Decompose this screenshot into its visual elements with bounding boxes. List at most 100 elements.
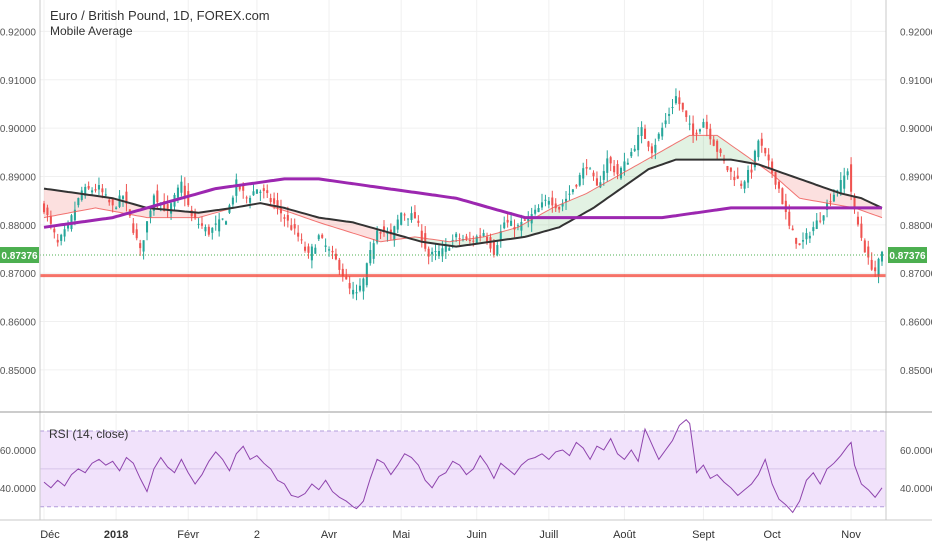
candle-body[interactable] xyxy=(836,190,839,192)
candle-body[interactable] xyxy=(537,207,540,213)
candle-body[interactable] xyxy=(283,217,286,219)
candle-body[interactable] xyxy=(510,220,513,226)
candle-body[interactable] xyxy=(860,223,863,238)
candle-body[interactable] xyxy=(279,208,283,214)
candle-body[interactable] xyxy=(431,251,434,255)
candle-body[interactable] xyxy=(702,122,705,128)
candle-body[interactable] xyxy=(255,189,258,194)
candle-body[interactable] xyxy=(832,194,835,202)
candle-body[interactable] xyxy=(135,229,138,239)
candle-body[interactable] xyxy=(609,157,612,164)
candle-body[interactable] xyxy=(183,185,186,198)
candle-body[interactable] xyxy=(187,191,190,206)
candle-body[interactable] xyxy=(568,193,571,195)
candles-layer[interactable] xyxy=(42,88,884,301)
candle-body[interactable] xyxy=(661,127,664,137)
candle-body[interactable] xyxy=(273,198,276,204)
candle-body[interactable] xyxy=(376,230,379,243)
candle-body[interactable] xyxy=(554,203,557,209)
candle-body[interactable] xyxy=(207,226,210,235)
candle-body[interactable] xyxy=(290,225,293,230)
candle-body[interactable] xyxy=(637,134,640,151)
candle-body[interactable] xyxy=(757,140,760,158)
candle-body[interactable] xyxy=(97,185,100,190)
candle-body[interactable] xyxy=(231,197,234,205)
candle-body[interactable] xyxy=(616,164,619,175)
candle-body[interactable] xyxy=(94,189,97,191)
candle-body[interactable] xyxy=(692,123,695,135)
candle-body[interactable] xyxy=(407,218,410,220)
candle-body[interactable] xyxy=(492,241,495,255)
candle-body[interactable] xyxy=(595,178,598,186)
candle-body[interactable] xyxy=(877,258,880,276)
candle-body[interactable] xyxy=(850,164,853,192)
candle-body[interactable] xyxy=(760,138,763,146)
candle-body[interactable] xyxy=(575,184,578,187)
candle-body[interactable] xyxy=(640,127,643,137)
candle-body[interactable] xyxy=(578,175,581,186)
candle-body[interactable] xyxy=(475,236,478,243)
candle-body[interactable] xyxy=(214,223,217,225)
candle-body[interactable] xyxy=(252,191,255,196)
candle-body[interactable] xyxy=(489,237,492,249)
candle-body[interactable] xyxy=(681,102,684,110)
candle-body[interactable] xyxy=(369,250,372,264)
candle-body[interactable] xyxy=(194,212,197,219)
candle-body[interactable] xyxy=(499,231,502,241)
candle-body[interactable] xyxy=(46,207,49,215)
candle-body[interactable] xyxy=(839,180,842,194)
candle-body[interactable] xyxy=(314,247,317,254)
candle-body[interactable] xyxy=(482,233,485,237)
candle-body[interactable] xyxy=(334,253,337,260)
candle-body[interactable] xyxy=(286,215,289,221)
candle-body[interactable] xyxy=(791,228,794,231)
candle-body[interactable] xyxy=(698,129,702,132)
candle-body[interactable] xyxy=(331,250,334,253)
candle-body[interactable] xyxy=(571,189,574,193)
candle-body[interactable] xyxy=(547,200,550,205)
candle-body[interactable] xyxy=(647,141,650,147)
candle-body[interactable] xyxy=(156,190,159,203)
rsi-title[interactable]: RSI (14, close) xyxy=(49,427,129,441)
candle-body[interactable] xyxy=(468,240,471,242)
candle-body[interactable] xyxy=(465,236,468,239)
candle-body[interactable] xyxy=(863,240,866,253)
candle-body[interactable] xyxy=(80,190,83,200)
candle-body[interactable] xyxy=(245,197,248,199)
candle-body[interactable] xyxy=(671,107,674,109)
candle-body[interactable] xyxy=(534,209,537,214)
candle-body[interactable] xyxy=(49,216,52,224)
candle-body[interactable] xyxy=(266,190,269,194)
candle-body[interactable] xyxy=(561,203,564,207)
candle-body[interactable] xyxy=(743,181,746,189)
candle-body[interactable] xyxy=(740,183,743,186)
candle-body[interactable] xyxy=(805,233,808,240)
candle-body[interactable] xyxy=(685,110,688,118)
candle-body[interactable] xyxy=(771,161,774,174)
candle-body[interactable] xyxy=(91,190,94,193)
candle-body[interactable] xyxy=(218,219,221,232)
candle-body[interactable] xyxy=(125,191,128,204)
candle-body[interactable] xyxy=(455,233,458,238)
candle-body[interactable] xyxy=(472,240,475,242)
candle-body[interactable] xyxy=(822,215,825,221)
candle-body[interactable] xyxy=(420,230,423,241)
candle-body[interactable] xyxy=(403,214,406,216)
candle-body[interactable] xyxy=(582,168,585,179)
candle-body[interactable] xyxy=(867,246,870,258)
candle-body[interactable] xyxy=(235,179,238,196)
candle-body[interactable] xyxy=(733,177,736,181)
candle-body[interactable] xyxy=(307,246,310,253)
candle-body[interactable] xyxy=(362,278,365,292)
candle-body[interactable] xyxy=(104,194,107,196)
candle-body[interactable] xyxy=(801,240,805,242)
candle-body[interactable] xyxy=(630,151,633,157)
candle-body[interactable] xyxy=(166,204,169,210)
candle-body[interactable] xyxy=(77,198,80,206)
candle-body[interactable] xyxy=(486,236,489,242)
candle-body[interactable] xyxy=(352,289,355,295)
candle-body[interactable] xyxy=(678,97,681,105)
candle-body[interactable] xyxy=(726,166,729,171)
candle-body[interactable] xyxy=(846,171,849,176)
candle-body[interactable] xyxy=(111,199,114,206)
